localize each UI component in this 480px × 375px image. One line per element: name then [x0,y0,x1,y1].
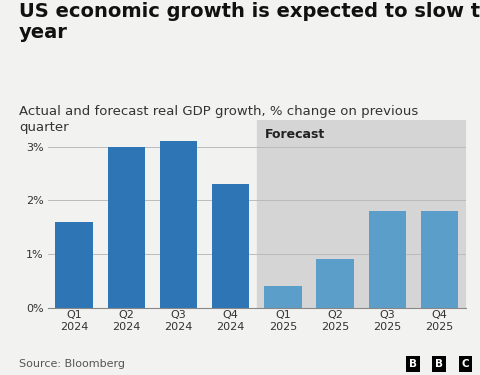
Text: US economic growth is expected to slow this
year: US economic growth is expected to slow t… [19,2,480,42]
Text: B: B [435,359,443,369]
Text: Source: Bloomberg: Source: Bloomberg [19,359,125,369]
Text: B: B [409,359,417,369]
Bar [369,211,406,308]
Bar [160,141,197,308]
Bar [212,184,250,308]
Bar [316,259,354,308]
Text: Actual and forecast real GDP growth, % change on previous
quarter: Actual and forecast real GDP growth, % c… [19,105,419,134]
Bar [264,286,302,308]
Text: C: C [462,359,469,369]
Bar [55,222,93,308]
Text: Forecast: Forecast [264,129,325,141]
Bar [420,211,458,308]
Bar [257,120,466,308]
Bar [108,147,145,308]
